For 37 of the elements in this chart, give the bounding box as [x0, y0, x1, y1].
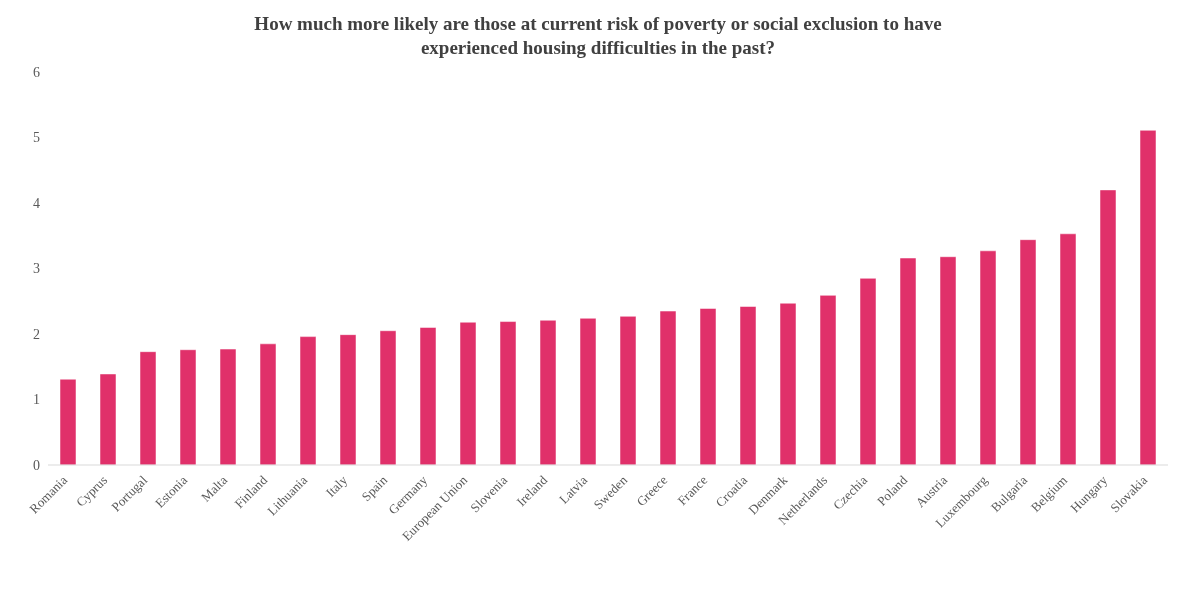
bar — [459, 321, 477, 465]
bar — [739, 306, 757, 465]
x-tick-label: Italy — [322, 472, 351, 500]
bar — [419, 327, 437, 465]
bar — [619, 316, 637, 465]
bar — [59, 378, 77, 465]
bar — [1099, 189, 1117, 465]
bar — [979, 250, 997, 465]
y-tick-label: 6 — [33, 64, 40, 80]
bar — [659, 310, 677, 465]
bar — [379, 330, 397, 465]
bar — [779, 302, 797, 465]
bar — [899, 257, 917, 465]
bar — [179, 349, 197, 465]
y-tick-label: 4 — [33, 195, 40, 211]
bar — [499, 321, 517, 465]
bar — [299, 336, 317, 465]
bar — [699, 308, 717, 465]
bar — [539, 320, 557, 465]
chart-title: How much more likely are those at current risk of poverty or social exclusion to have experienced housing difficulties in the past? — [253, 12, 943, 60]
bar — [859, 278, 877, 465]
y-tick-label: 2 — [33, 326, 40, 342]
bar — [139, 351, 157, 465]
y-tick-label: 3 — [33, 261, 40, 277]
y-tick-label: 1 — [33, 392, 40, 408]
y-tick-label: 0 — [33, 457, 40, 473]
bar — [939, 256, 957, 465]
bar — [1139, 130, 1157, 465]
bar — [99, 373, 117, 465]
bar — [339, 334, 357, 465]
bar — [819, 295, 837, 465]
bar — [219, 348, 237, 465]
y-tick-label: 5 — [33, 130, 40, 146]
bar — [579, 318, 597, 465]
bar — [259, 343, 277, 465]
bar — [1059, 233, 1077, 465]
bar — [1019, 239, 1037, 465]
